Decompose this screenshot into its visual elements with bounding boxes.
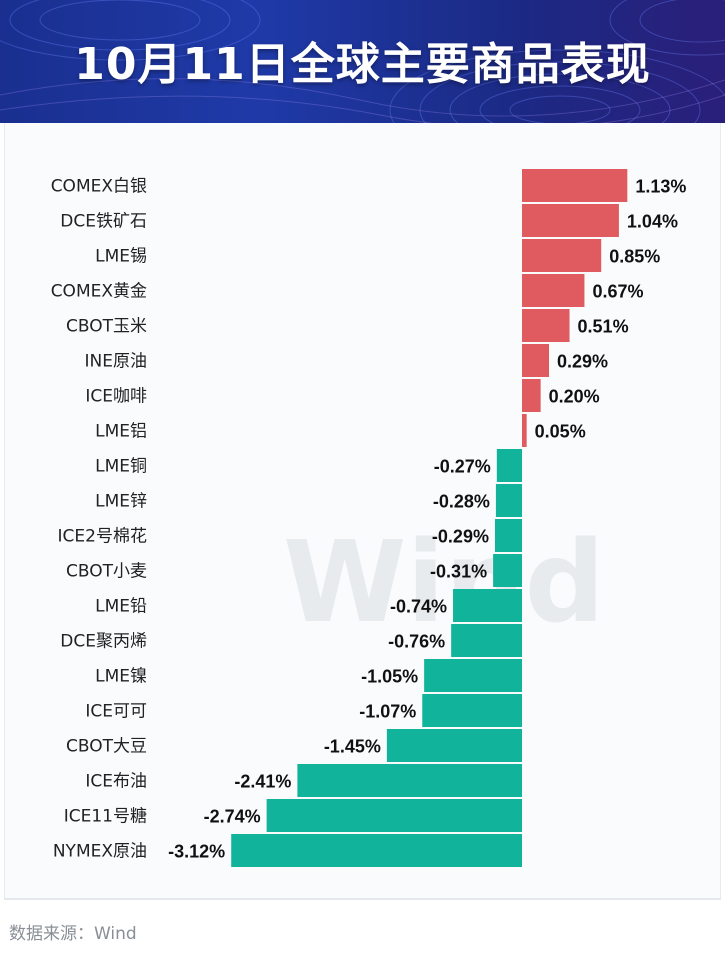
bar bbox=[451, 624, 522, 657]
category-label: INE原油 bbox=[85, 352, 147, 372]
bar bbox=[522, 274, 585, 307]
category-label: LME铅 bbox=[95, 597, 147, 617]
header-banner: 10月11日全球主要商品表现 bbox=[0, 0, 725, 123]
bar bbox=[522, 169, 628, 202]
value-label: 1.13% bbox=[635, 177, 686, 197]
bar bbox=[495, 484, 522, 517]
value-label: -2.41% bbox=[234, 772, 291, 792]
bar bbox=[424, 659, 522, 692]
bar bbox=[496, 449, 522, 482]
category-label: ICE可可 bbox=[85, 702, 147, 722]
page-title: 10月11日全球主要商品表现 bbox=[74, 39, 651, 90]
bar bbox=[493, 554, 522, 587]
category-label: CBOT玉米 bbox=[66, 317, 147, 337]
bar bbox=[522, 309, 570, 342]
bar-chart: COMEX白银 1.13% DCE铁矿石 1.04% LME锡 0.85% COMEX黄金 0… bbox=[51, 169, 686, 867]
bar bbox=[522, 239, 602, 272]
value-label: 0.29% bbox=[557, 352, 608, 372]
bar bbox=[422, 694, 522, 727]
category-label: ICE2号棉花 bbox=[58, 527, 147, 547]
category-label: COMEX白银 bbox=[51, 177, 147, 197]
bar bbox=[266, 799, 522, 832]
bar bbox=[386, 729, 522, 762]
value-label: -0.76% bbox=[388, 632, 445, 652]
category-label: LME铜 bbox=[95, 457, 147, 477]
category-label: LME锌 bbox=[95, 492, 147, 512]
category-label: DCE铁矿石 bbox=[60, 212, 147, 232]
value-label: 0.20% bbox=[549, 387, 600, 407]
category-label: ICE布油 bbox=[85, 772, 147, 792]
value-label: -0.29% bbox=[432, 527, 489, 547]
category-label: ICE咖啡 bbox=[85, 387, 147, 407]
value-label: -1.05% bbox=[361, 667, 418, 687]
value-label: 0.05% bbox=[535, 422, 586, 442]
value-label: -2.74% bbox=[204, 807, 261, 827]
category-label: ICE11号糖 bbox=[64, 807, 147, 827]
value-label: 0.85% bbox=[609, 247, 660, 267]
category-label: CBOT大豆 bbox=[66, 737, 147, 757]
bar bbox=[494, 519, 522, 552]
value-label: -0.27% bbox=[434, 457, 491, 477]
value-label: 0.51% bbox=[578, 317, 629, 337]
category-label: DCE聚丙烯 bbox=[60, 632, 147, 652]
category-label: NYMEX原油 bbox=[53, 842, 147, 862]
category-label: COMEX黄金 bbox=[51, 282, 147, 302]
bar bbox=[522, 414, 527, 447]
bar bbox=[522, 344, 550, 377]
category-label: CBOT小麦 bbox=[66, 562, 147, 582]
value-label: 1.04% bbox=[627, 212, 678, 232]
category-label: LME锡 bbox=[95, 247, 147, 267]
bar bbox=[522, 379, 541, 412]
value-label: -1.07% bbox=[359, 702, 416, 722]
svg-text:Wind: Wind bbox=[283, 533, 603, 628]
topographic-background bbox=[0, 0, 725, 123]
value-label: -3.12% bbox=[168, 842, 225, 862]
value-label: -0.74% bbox=[390, 597, 447, 617]
value-label: -1.45% bbox=[324, 737, 381, 757]
value-label: -0.31% bbox=[430, 562, 487, 582]
wind-watermark-logo: Wind bbox=[283, 533, 603, 628]
data-source: 数据来源：Wind bbox=[9, 924, 137, 944]
bar bbox=[297, 764, 522, 797]
value-label: 0.67% bbox=[592, 282, 643, 302]
bar bbox=[522, 204, 619, 237]
chart-panel: Wind COMEX白银 1.13% DCE铁矿石 1.04% LME锡 0.85% COM… bbox=[4, 123, 721, 900]
value-label: -0.28% bbox=[433, 492, 490, 512]
bar bbox=[453, 589, 522, 622]
bar bbox=[231, 834, 522, 867]
category-label: LME镍 bbox=[95, 667, 147, 687]
category-label: LME铝 bbox=[95, 422, 147, 442]
